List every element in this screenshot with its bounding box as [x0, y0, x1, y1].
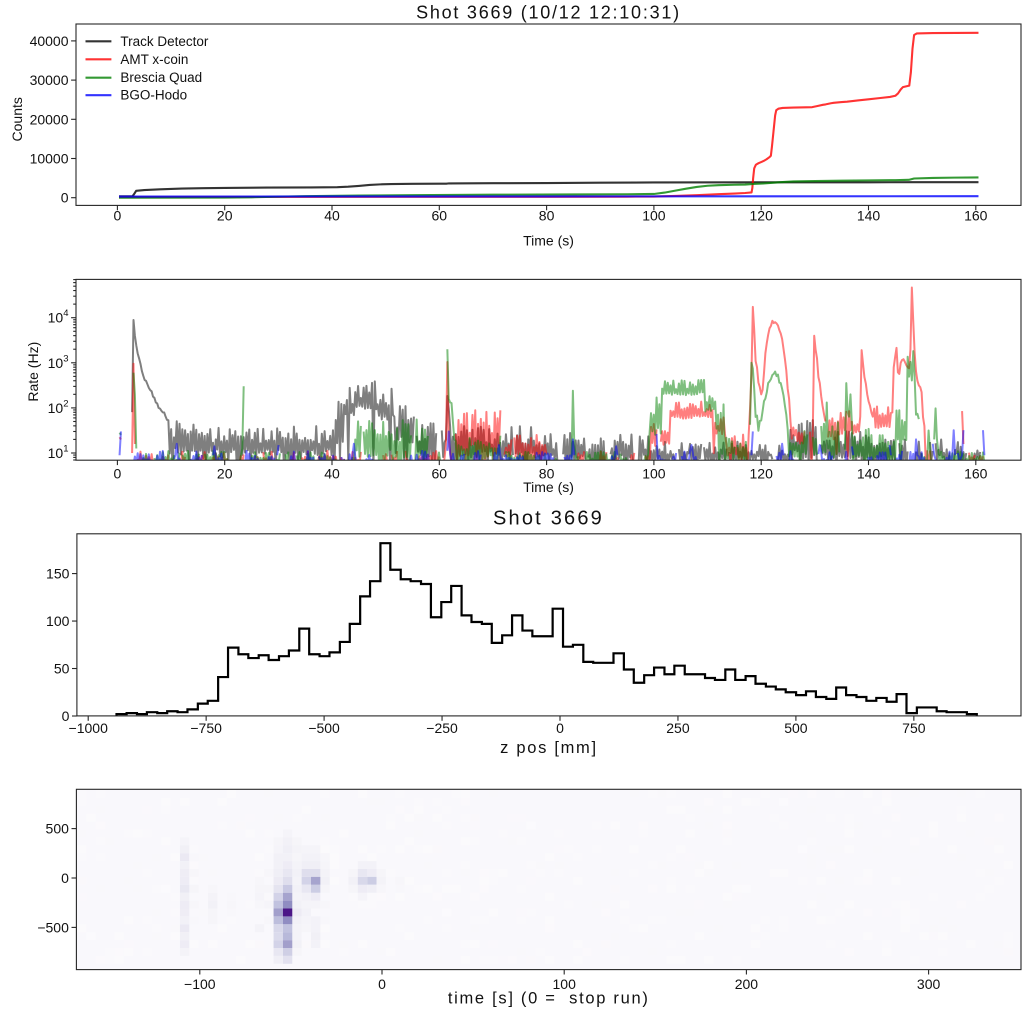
svg-text:160: 160: [964, 465, 988, 481]
svg-text:100: 100: [46, 613, 70, 629]
svg-text:80: 80: [539, 465, 555, 481]
svg-text:40: 40: [324, 465, 340, 481]
svg-text:100: 100: [642, 207, 666, 223]
svg-text:500: 500: [46, 821, 70, 837]
svg-text:50: 50: [54, 661, 70, 677]
svg-text:40: 40: [324, 207, 340, 223]
svg-text:10000: 10000: [30, 151, 69, 167]
svg-text:Time (s): Time (s): [523, 232, 574, 248]
svg-text:60: 60: [432, 465, 448, 481]
svg-text:Track Detector: Track Detector: [120, 34, 209, 49]
svg-text:0: 0: [556, 720, 564, 736]
svg-text:750: 750: [902, 720, 926, 736]
svg-text:Rate (Hz): Rate (Hz): [25, 342, 41, 402]
svg-text:0: 0: [61, 870, 69, 886]
svg-text:20: 20: [217, 207, 233, 223]
svg-text:−500: −500: [37, 919, 69, 935]
svg-text:z pos [mm]: z pos [mm]: [500, 739, 598, 757]
svg-text:−1000: −1000: [69, 720, 109, 736]
svg-text:250: 250: [666, 720, 690, 736]
svg-text:Shot 3669: Shot 3669: [493, 507, 604, 529]
svg-text:140: 140: [857, 207, 881, 223]
svg-text:Shot 3669 (10/12 12:10:31): Shot 3669 (10/12 12:10:31): [416, 3, 681, 23]
svg-text:150: 150: [46, 566, 70, 582]
svg-text:0: 0: [61, 190, 69, 206]
svg-text:Brescia Quad: Brescia Quad: [120, 70, 202, 85]
svg-text:Counts: Counts: [9, 97, 25, 141]
svg-text:20: 20: [217, 465, 233, 481]
svg-text:−250: −250: [426, 720, 458, 736]
svg-text:0: 0: [114, 207, 122, 223]
svg-text:40000: 40000: [30, 33, 69, 49]
svg-text:−100: −100: [184, 976, 216, 992]
svg-text:120: 120: [750, 465, 774, 481]
svg-text:0: 0: [114, 465, 122, 481]
svg-text:Time (s): Time (s): [523, 479, 574, 495]
svg-text:200: 200: [735, 976, 759, 992]
svg-text:0: 0: [378, 976, 386, 992]
svg-text:60: 60: [432, 207, 448, 223]
svg-text:AMT x-coin: AMT x-coin: [120, 52, 188, 67]
svg-text:−750: −750: [190, 720, 222, 736]
svg-text:80: 80: [539, 207, 555, 223]
svg-text:100: 100: [642, 465, 666, 481]
svg-text:500: 500: [784, 720, 808, 736]
svg-text:100: 100: [553, 976, 577, 992]
svg-text:30000: 30000: [30, 72, 69, 88]
svg-text:160: 160: [964, 207, 988, 223]
svg-text:140: 140: [857, 465, 881, 481]
svg-text:300: 300: [917, 976, 941, 992]
svg-text:20000: 20000: [30, 111, 69, 127]
svg-text:−500: −500: [308, 720, 340, 736]
svg-text:0: 0: [62, 708, 70, 724]
svg-text:120: 120: [750, 207, 774, 223]
svg-text:time [s] (0 = stop run): time [s] (0 = stop run): [448, 989, 650, 1007]
svg-text:BGO-Hodo: BGO-Hodo: [120, 88, 187, 103]
